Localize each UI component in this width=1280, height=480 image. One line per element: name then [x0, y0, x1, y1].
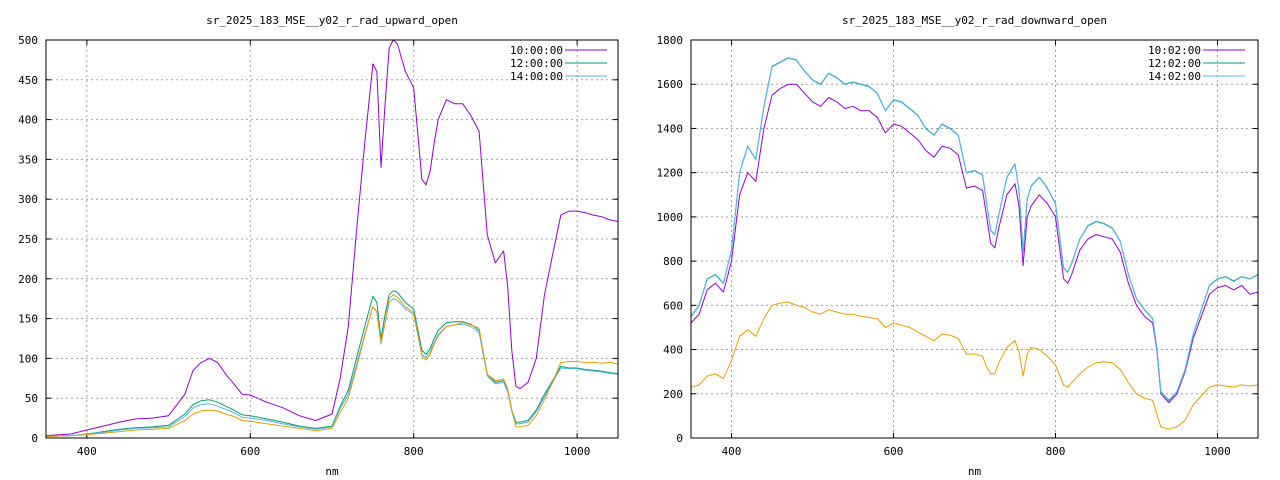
y-tick-label: 200: [663, 388, 683, 401]
chart-downward: sr_2025_183_MSE__y02_r_rad_downward_open…: [657, 14, 1259, 478]
plot-frame: [45, 39, 619, 439]
y-tick-label: 450: [18, 74, 38, 87]
legend-label: 12:02:00: [1148, 57, 1201, 70]
x-tick-label: 600: [240, 445, 260, 458]
y-tick-label: 1800: [657, 34, 684, 47]
y-tick-label: 200: [18, 273, 38, 286]
x-tick-label: 600: [884, 445, 904, 458]
series-line-1: [691, 83, 1258, 404]
x-axis-label: nm: [325, 465, 339, 478]
y-tick-label: 1000: [657, 211, 684, 224]
y-tick-label: 1600: [657, 78, 684, 91]
x-axis-label: nm: [968, 465, 982, 478]
chart-title: sr_2025_183_MSE__y02_r_rad_upward_open: [206, 14, 458, 27]
y-tick-label: 50: [25, 392, 38, 405]
series-line-2: [691, 57, 1258, 401]
series-line-2: [46, 290, 618, 437]
y-tick-label: 600: [663, 299, 683, 312]
y-tick-label: 1200: [657, 167, 684, 180]
y-tick-label: 400: [663, 344, 683, 357]
y-tick-label: 300: [18, 193, 38, 206]
x-tick-label: 1000: [1204, 445, 1231, 458]
y-tick-label: 1400: [657, 122, 684, 135]
series-line-3: [46, 298, 618, 437]
legend-label: 14:02:00: [1148, 70, 1201, 83]
plot-frame: [690, 39, 1259, 439]
legend-label: 14:00:00: [510, 70, 563, 83]
x-tick-label: 1000: [564, 445, 591, 458]
y-tick-label: 0: [31, 432, 38, 445]
series-line-4: [46, 294, 618, 437]
x-tick-label: 800: [404, 445, 424, 458]
legend-label: 10:00:00: [510, 44, 563, 57]
series-line-3: [691, 57, 1258, 402]
legend-label: 10:02:00: [1148, 44, 1201, 57]
y-tick-label: 100: [18, 352, 38, 365]
series-line-1: [46, 40, 618, 437]
x-tick-label: 400: [722, 445, 742, 458]
chart-title: sr_2025_183_MSE__y02_r_rad_downward_open: [842, 14, 1107, 27]
y-tick-label: 0: [676, 432, 683, 445]
y-tick-label: 250: [18, 233, 38, 246]
x-tick-label: 400: [77, 445, 97, 458]
x-tick-label: 800: [1046, 445, 1066, 458]
y-tick-label: 350: [18, 153, 38, 166]
legend-label: 12:00:00: [510, 57, 563, 70]
y-tick-label: 800: [663, 255, 683, 268]
y-tick-label: 500: [18, 34, 38, 47]
chart-upward: sr_2025_183_MSE__y02_r_rad_upward_open 0 5…: [18, 14, 619, 478]
series-line-4: [691, 301, 1258, 430]
y-tick-label: 150: [18, 313, 38, 326]
y-tick-label: 400: [18, 114, 38, 127]
